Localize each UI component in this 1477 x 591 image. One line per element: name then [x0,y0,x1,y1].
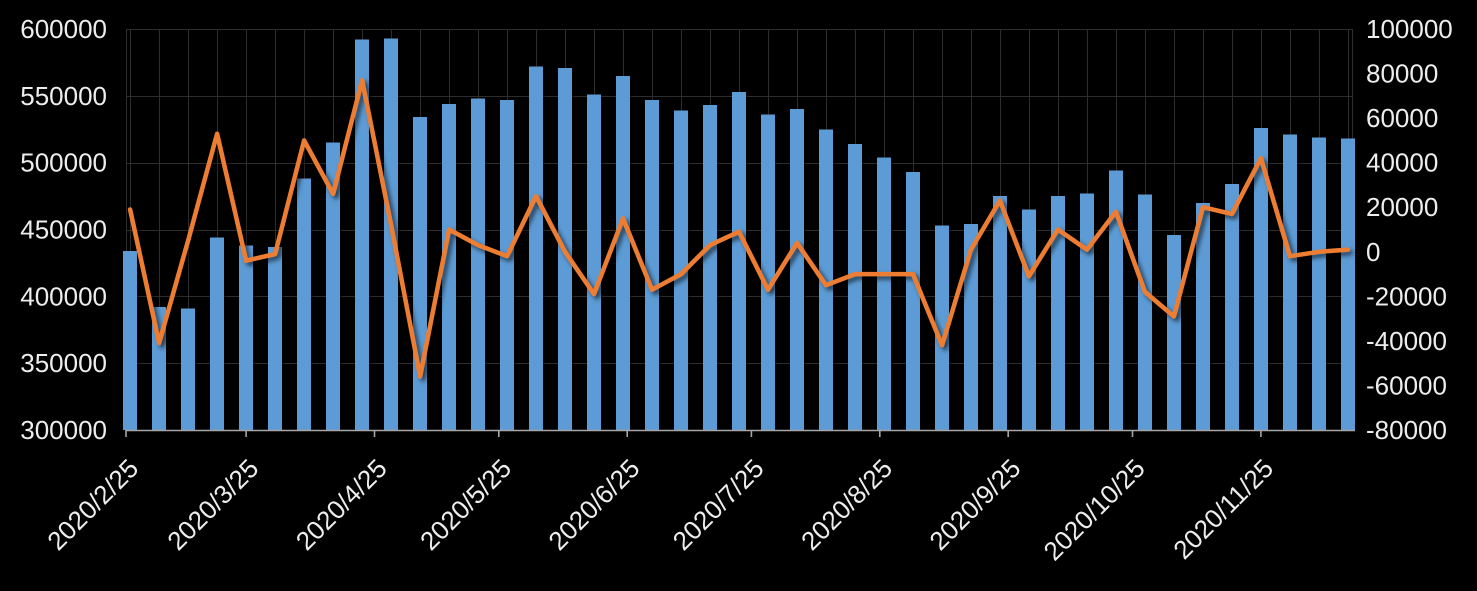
bar[interactable] [326,142,341,430]
bar[interactable] [1311,137,1326,431]
right-axis-labels: 100000 80000 60000 40000 20000 0 -20000 -40000 -… [1366,14,1453,445]
bar[interactable] [1195,202,1210,430]
right-axis-label: 80000 [1366,59,1438,89]
bar[interactable] [587,94,601,431]
x-axis-label: 2020/8/25 [795,453,898,556]
bar[interactable] [1108,170,1123,430]
left-axis-label: 500000 [20,148,107,178]
bar[interactable] [1166,234,1181,430]
bar[interactable] [1137,194,1152,430]
bar[interactable] [1253,127,1268,431]
bar[interactable] [703,105,717,430]
left-axis-label: 400000 [20,281,107,311]
right-axis-label: 60000 [1366,103,1438,133]
x-axis-label: 2020/9/25 [923,453,1026,556]
bar[interactable] [442,103,457,431]
right-axis-label: 20000 [1366,192,1438,222]
bar[interactable] [992,196,1007,430]
x-axis-label: 2020/2/25 [41,453,144,556]
bar[interactable] [906,172,920,430]
bar[interactable] [1079,193,1094,430]
bar[interactable] [239,245,254,431]
x-axis-label: 2020/10/25 [1038,453,1151,566]
right-axis-label: 40000 [1366,148,1438,178]
right-axis-label: -60000 [1366,370,1447,400]
bar[interactable] [790,109,804,430]
line-series[interactable] [127,77,1351,379]
x-axis-label: 2020/5/25 [414,453,517,556]
x-axis [125,429,1355,437]
bar[interactable] [1282,134,1297,430]
bar[interactable] [355,39,370,430]
bar[interactable] [297,178,312,430]
bar[interactable] [413,117,428,430]
bar[interactable] [819,129,833,431]
left-axis-label: 450000 [20,215,107,245]
bar[interactable] [529,66,543,431]
bar[interactable] [500,99,515,431]
left-axis-label: 600000 [20,14,107,44]
right-axis-label: -40000 [1366,326,1447,356]
bar[interactable] [732,91,746,431]
bar[interactable] [877,157,891,431]
right-axis-label: -20000 [1366,281,1447,311]
bar[interactable] [1021,209,1036,431]
bar[interactable] [674,110,688,431]
x-axis-label: 2020/11/25 [1167,453,1279,565]
bar[interactable] [761,114,775,431]
bar[interactable] [1224,184,1239,430]
line-series-path[interactable] [127,77,1351,379]
bar[interactable] [1050,196,1065,430]
bar[interactable] [268,246,283,430]
x-axis-label: 2020/6/25 [542,453,645,556]
bar[interactable] [645,99,659,431]
right-axis-label: 100000 [1366,14,1453,44]
right-axis-label: -80000 [1366,415,1447,445]
bar[interactable] [1340,138,1355,430]
bar[interactable] [210,237,225,431]
x-axis-label: 2020/4/25 [290,453,393,556]
right-axis-label: 0 [1366,237,1380,267]
bar[interactable] [123,250,138,430]
left-axis-label: 350000 [20,348,107,378]
bar[interactable] [848,144,862,430]
left-axis-label: 550000 [20,81,107,111]
x-axis-label: 2020/7/25 [667,453,770,556]
left-axis-labels: 600000 550000 500000 450000 400000 350000 3000… [20,14,107,445]
bar[interactable] [181,308,196,430]
bar[interactable] [471,98,486,431]
bar[interactable] [963,224,978,430]
bar[interactable] [935,225,949,431]
x-axis-labels: 2020/2/25 2020/3/25 2020/4/25 2020/5/25 2020… [41,453,1279,566]
x-axis-label: 2020/3/25 [161,453,264,556]
bar[interactable] [616,75,630,431]
left-axis-label: 300000 [20,415,107,445]
